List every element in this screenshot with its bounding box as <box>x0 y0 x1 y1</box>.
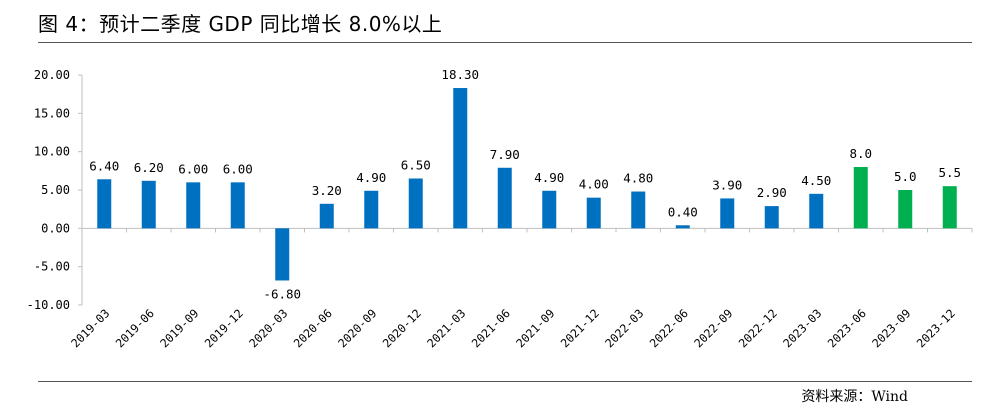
data-label-2022-09: 3.90 <box>712 177 742 192</box>
x-tick-label: 2020-03 <box>246 306 290 350</box>
x-tick-label: 2019-03 <box>68 306 112 350</box>
bar-2021-06 <box>497 167 512 229</box>
bar-2020-03 <box>275 228 290 281</box>
data-label-2021-09: 4.90 <box>534 170 564 185</box>
data-label-2022-06: 0.40 <box>668 204 698 219</box>
x-tick-label: 2023-12 <box>914 306 958 350</box>
bar-2023-09 <box>898 190 913 229</box>
y-tick-label: 10.00 <box>34 145 70 159</box>
x-tick-label: 2019-12 <box>202 306 246 350</box>
data-label-2020-03: -6.80 <box>263 286 301 301</box>
x-tick-label: 2022-12 <box>736 306 780 350</box>
x-tick-label: 2021-06 <box>469 306 513 350</box>
y-tick-label: -5.00 <box>34 260 70 274</box>
y-axis: -10.00 -5.00 0.00 5.00 10.00 15.00 20.00 <box>27 68 83 312</box>
bar-2022-06 <box>675 225 690 229</box>
x-tick-label: 2023-06 <box>825 306 869 350</box>
bar-2020-06 <box>319 203 334 229</box>
y-tick-label: 5.00 <box>41 183 70 197</box>
data-label-2019-09: 6.00 <box>178 161 208 176</box>
x-tick-label: 2020-06 <box>291 306 335 350</box>
bar-2023-12 <box>942 186 957 229</box>
data-labels: 6.40 6.20 6.00 6.00 -6.80 3.20 4.90 6.50 18.30 7.… <box>89 67 961 301</box>
data-label-2023-06: 8.0 <box>849 146 872 161</box>
data-label-2023-12: 5.5 <box>938 165 961 180</box>
data-label-2022-03: 4.80 <box>623 171 653 186</box>
bar-2023-06 <box>853 167 868 229</box>
bar-2021-12 <box>586 197 601 229</box>
bar-2022-03 <box>631 191 646 229</box>
data-label-2020-09: 4.90 <box>356 170 386 185</box>
x-axis: 2019-03 2019-06 2019-09 2019-12 2020-03 2020-… <box>68 227 973 350</box>
x-tick-label: 2022-06 <box>647 306 691 350</box>
bar-2022-12 <box>764 206 779 229</box>
footer-divider <box>38 381 972 382</box>
x-tick-label: 2020-09 <box>335 306 379 350</box>
y-tick-label: 20.00 <box>34 68 70 82</box>
data-label-2021-06: 7.90 <box>490 147 520 162</box>
x-tick-label: 2022-03 <box>602 306 646 350</box>
bar-2020-12 <box>408 178 423 229</box>
bars <box>97 88 957 281</box>
x-tick-label: 2021-12 <box>558 306 602 350</box>
y-tick-label: 0.00 <box>41 221 70 235</box>
bar-2019-09 <box>186 182 201 229</box>
data-label-2023-03: 4.50 <box>801 173 831 188</box>
data-label-2019-06: 6.20 <box>134 160 164 175</box>
x-tick-label: 2023-03 <box>780 306 824 350</box>
data-label-2022-12: 2.90 <box>757 185 787 200</box>
data-label-2020-12: 6.50 <box>401 158 431 173</box>
x-tick-label: 2019-09 <box>157 306 201 350</box>
data-label-2023-09: 5.0 <box>894 169 917 184</box>
x-tick-label: 2019-06 <box>113 306 157 350</box>
data-label-2020-06: 3.20 <box>312 183 342 198</box>
source-note: 资料来源：Wind <box>801 389 908 405</box>
data-label-2021-12: 4.00 <box>579 177 609 192</box>
data-label-2021-03: 18.30 <box>441 67 479 82</box>
x-tick-label: 2022-09 <box>691 306 735 350</box>
bar-2021-09 <box>542 190 557 229</box>
bar-2020-09 <box>364 190 379 229</box>
bar-2023-03 <box>809 193 824 229</box>
x-tick-label: 2020-12 <box>380 306 424 350</box>
bar-2019-12 <box>230 182 245 229</box>
page-title: 图 4：预计二季度 GDP 同比增长 8.0%以上 <box>38 12 443 36</box>
y-tick-label: -10.00 <box>27 298 70 312</box>
bar-2019-06 <box>141 180 156 229</box>
x-tick-label: 2021-09 <box>513 306 557 350</box>
bar-chart: -10.00 -5.00 0.00 5.00 10.00 15.00 20.00 2019-… <box>27 67 973 350</box>
data-label-2019-03: 6.40 <box>89 158 119 173</box>
x-tick-label: 2021-03 <box>424 306 468 350</box>
bar-2019-03 <box>97 179 112 229</box>
x-tick-label: 2023-09 <box>869 306 913 350</box>
title-divider <box>38 42 972 43</box>
bar-2022-09 <box>720 198 735 229</box>
y-tick-label: 15.00 <box>34 106 70 120</box>
bar-2021-03 <box>453 88 468 229</box>
data-label-2019-12: 6.00 <box>223 161 253 176</box>
